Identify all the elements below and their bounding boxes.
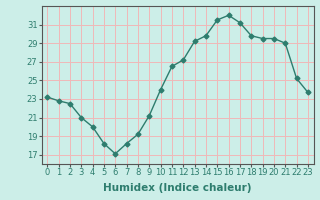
X-axis label: Humidex (Indice chaleur): Humidex (Indice chaleur)	[103, 183, 252, 193]
